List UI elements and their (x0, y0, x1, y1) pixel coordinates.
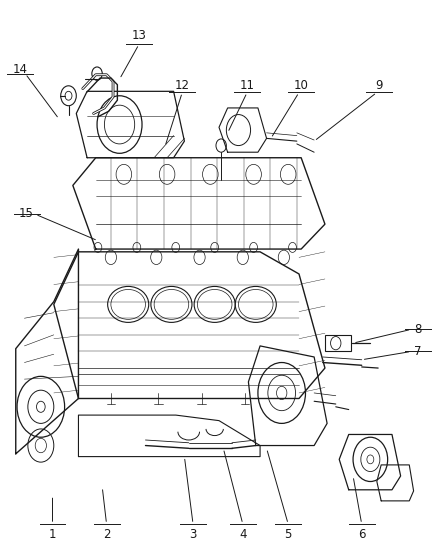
Bar (325, 335, 351, 352)
Text: 13: 13 (131, 30, 146, 42)
Text: 14: 14 (13, 63, 28, 75)
Text: 8: 8 (414, 323, 422, 336)
Text: 4: 4 (239, 528, 247, 541)
Text: 10: 10 (294, 79, 309, 92)
Text: 1: 1 (49, 528, 56, 541)
Text: 11: 11 (240, 79, 254, 92)
Text: 7: 7 (414, 345, 422, 358)
Text: 3: 3 (189, 528, 197, 541)
Text: 5: 5 (285, 528, 292, 541)
Text: 2: 2 (103, 528, 110, 541)
Text: 6: 6 (358, 528, 365, 541)
Text: 15: 15 (19, 207, 34, 220)
Text: 12: 12 (175, 79, 190, 92)
Text: 9: 9 (375, 79, 383, 92)
